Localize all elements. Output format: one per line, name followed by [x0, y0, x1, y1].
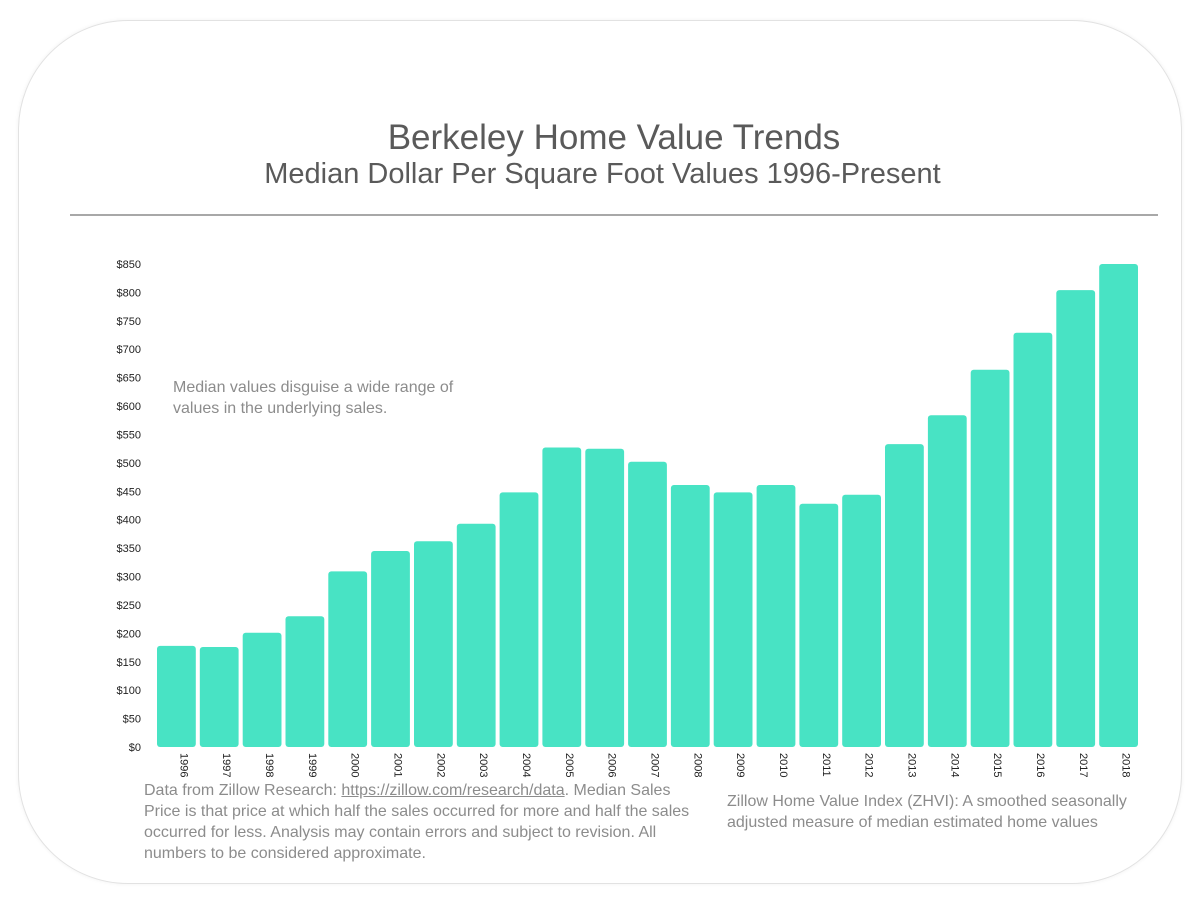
bar-2008 [670, 485, 710, 747]
x-tick-label: 2006 [606, 753, 618, 777]
x-tick-label: 1996 [177, 753, 189, 777]
source-note: Data from Zillow Research: https://zillo… [144, 780, 704, 864]
y-tick-label: $800 [117, 287, 141, 299]
x-tick-label: 2016 [1034, 753, 1046, 777]
y-tick-label: $450 [117, 486, 141, 498]
y-tick-label: $550 [117, 429, 141, 441]
bar-2009 [713, 492, 753, 747]
y-tick-label: $250 [117, 600, 141, 612]
x-tick-label: 1997 [220, 753, 232, 777]
bar-2016 [1013, 332, 1053, 747]
x-tick-label: 2015 [991, 753, 1003, 777]
bar-1997 [199, 647, 239, 747]
bar-1996 [157, 645, 196, 747]
x-tick-label: 2004 [520, 753, 532, 777]
x-tick-label: 2001 [392, 753, 404, 777]
bar-2002 [414, 541, 453, 747]
x-tick-label: 2005 [563, 753, 575, 777]
bar-2017 [1056, 290, 1096, 747]
y-tick-label: $350 [117, 543, 141, 555]
y-tick-label: $200 [117, 628, 141, 640]
y-tick-label: $700 [117, 344, 141, 356]
bar-2003 [456, 523, 496, 747]
bar-2004 [499, 492, 539, 747]
source-suffix: . Median Sales Price is that price at wh… [144, 782, 690, 862]
x-tick-label: 2009 [734, 753, 746, 777]
x-tick-label: 1998 [263, 753, 275, 777]
bar-2007 [628, 461, 667, 747]
bar-2010 [756, 485, 796, 747]
x-tick-label: 2008 [691, 753, 703, 777]
bar-2001 [371, 551, 410, 747]
bar-1999 [285, 616, 325, 747]
y-tick-label: $300 [117, 572, 141, 584]
x-tick-label: 2002 [434, 753, 446, 777]
bar-2015 [970, 369, 1010, 747]
zhvi-note: Zillow Home Value Index (ZHVI): A smooth… [727, 793, 1127, 831]
x-tick-label: 2018 [1120, 753, 1132, 777]
source-link[interactable]: https://zillow.com/research/data [341, 782, 565, 799]
y-tick-label: $400 [117, 515, 141, 527]
y-tick-label: $150 [117, 657, 141, 669]
y-tick-label: $500 [117, 458, 141, 470]
source-prefix: Data from Zillow Research: [144, 782, 342, 799]
y-tick-label: $50 [123, 714, 141, 726]
x-tick-label: 1999 [306, 753, 318, 777]
x-tick-label: 2014 [948, 753, 960, 777]
x-tick-label: 2011 [820, 753, 832, 777]
bar-2012 [842, 494, 881, 747]
x-tick-label: 2017 [1077, 753, 1089, 777]
y-tick-label: $750 [117, 316, 141, 328]
bar-2000 [328, 571, 368, 747]
bar-2018 [1099, 264, 1138, 747]
x-tick-label: 2007 [649, 753, 661, 777]
bar-2011 [799, 503, 839, 747]
bar-1998 [242, 632, 282, 747]
x-tick-label: 2003 [477, 753, 489, 777]
bar-2014 [927, 415, 967, 747]
x-tick-label: 2013 [905, 753, 917, 777]
chart-annotation: Median values disguise a wide range of v… [173, 379, 454, 417]
y-tick-label: $0 [129, 742, 141, 754]
bar-2006 [585, 448, 625, 747]
bar-2005 [542, 447, 582, 747]
chart-subtitle: Median Dollar Per Square Foot Values 199… [264, 158, 941, 190]
y-tick-label: $600 [117, 401, 141, 413]
y-tick-label: $850 [117, 259, 141, 271]
x-tick-label: 2000 [349, 753, 361, 777]
chart-title: Berkeley Home Value Trends [387, 118, 841, 157]
y-tick-label: $650 [117, 373, 141, 385]
x-tick-label: 2010 [777, 753, 789, 777]
y-tick-label: $100 [117, 685, 141, 697]
bar-2013 [885, 444, 924, 747]
title-divider [70, 214, 1158, 216]
x-tick-label: 2012 [863, 753, 875, 777]
